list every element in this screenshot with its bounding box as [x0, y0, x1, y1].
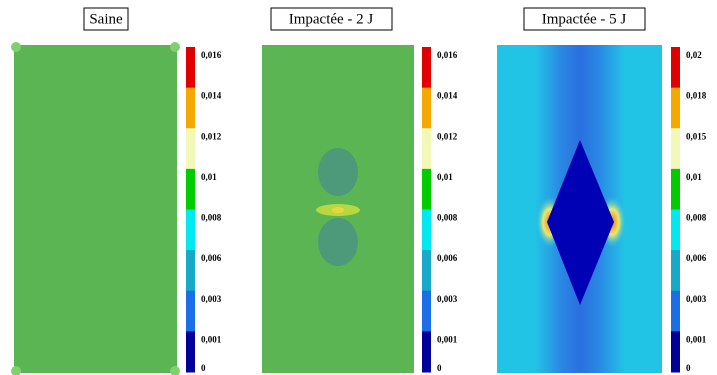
colorbar-label: 0,016 [437, 50, 458, 60]
colorbar-segment [422, 87, 431, 129]
colorbar-label: 0,014 [201, 91, 222, 101]
colorbar-segment [422, 168, 431, 210]
colorbar-segment [671, 128, 680, 170]
colorbar-segment [186, 331, 195, 373]
colorbar-segment [671, 168, 680, 210]
colorbar-segment [671, 87, 680, 129]
colorbar-segment [422, 209, 431, 251]
title-box [523, 7, 646, 31]
panel-title: Saine [89, 11, 123, 27]
colorbar-segment [671, 331, 680, 373]
colorbar-segment [422, 250, 431, 292]
colorbar-label: 0 [201, 363, 206, 373]
contour-plot [11, 42, 180, 375]
colorbar-segment [671, 290, 680, 332]
colorbar-segment [422, 331, 431, 373]
colorbar-label: 0,01 [201, 172, 217, 182]
colorbar-label: 0,018 [686, 91, 707, 101]
colorbar-segment [186, 87, 195, 129]
colorbar-segment [186, 47, 195, 89]
colorbar-label: 0 [437, 363, 442, 373]
colorbar-label: 0 [686, 363, 691, 373]
colorbar-label: 0,006 [201, 253, 222, 263]
colorbar-label: 0,01 [437, 172, 453, 182]
colorbar-segment [671, 250, 680, 292]
colorbar-label: 0,01 [686, 172, 702, 182]
colorbar-label: 0,003 [437, 294, 458, 304]
contour-plot [497, 45, 662, 373]
colorbar-label: 0,008 [686, 213, 707, 223]
colorbar-label: 0,008 [201, 213, 222, 223]
colorbar-label: 0,006 [437, 253, 458, 263]
colorbar-segment [422, 128, 431, 170]
colorbar-segment [186, 168, 195, 210]
colorbar-label: 0,003 [201, 294, 222, 304]
colorbar-label: 0,014 [437, 91, 458, 101]
colorbar-label: 0,001 [686, 334, 707, 344]
colorbar-segment [186, 209, 195, 251]
colorbar-label: 0,003 [686, 294, 707, 304]
colorbar-label: 0,008 [437, 213, 458, 223]
panel-title: Impactée - 2 J [289, 11, 374, 27]
colorbar-segment [186, 290, 195, 332]
colorbar-label: 0,006 [686, 253, 707, 263]
panel-title: Impactée - 5 J [542, 11, 627, 27]
colorbar-label: 0,012 [201, 131, 222, 141]
title-box [83, 7, 129, 31]
colorbar-label: 0,001 [437, 334, 458, 344]
contour-plot [262, 45, 414, 373]
colorbar-segment [186, 250, 195, 292]
colorbar-label: 0,016 [201, 50, 222, 60]
colorbar-label: 0,02 [686, 50, 702, 60]
title-box [270, 7, 393, 31]
colorbar-label: 0,015 [686, 131, 707, 141]
colorbar-label: 0,012 [437, 131, 458, 141]
colorbar-label: 0,001 [201, 334, 222, 344]
colorbar-segment [422, 47, 431, 89]
colorbar-segment [671, 209, 680, 251]
colorbar-segment [422, 290, 431, 332]
colorbar-segment [671, 47, 680, 89]
colorbar-segment [186, 128, 195, 170]
